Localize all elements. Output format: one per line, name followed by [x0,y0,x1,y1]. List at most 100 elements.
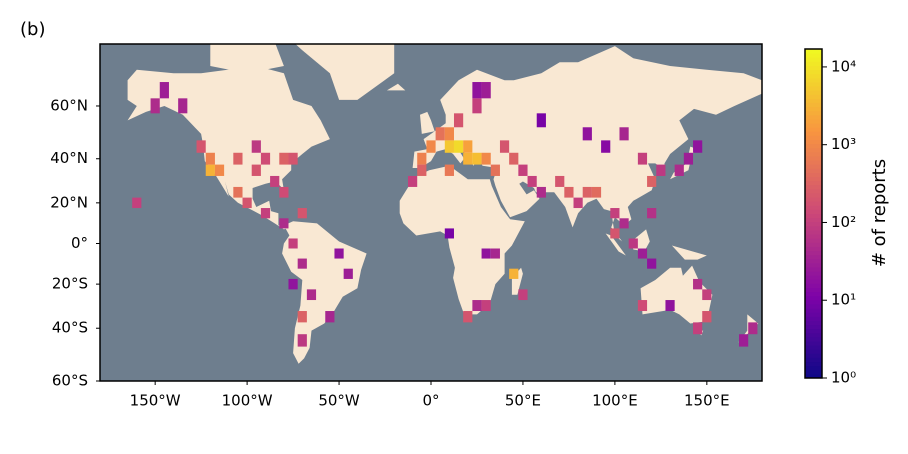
report-cell [205,164,215,176]
report-cell [417,164,427,176]
report-cell [647,208,657,219]
panel-label: (b) [20,19,45,40]
report-cell [178,98,188,114]
colorbar-step [805,373,822,379]
colorbar-step [805,90,822,95]
report-cell [481,248,491,259]
report-cell [647,175,657,187]
report-cell [214,164,225,176]
report-cell [536,113,546,128]
colorbar-step [805,340,822,346]
report-cell [251,164,261,176]
report-cell [260,208,271,219]
report-cell [444,140,454,153]
colorbar-step [805,365,822,371]
colorbar-step [805,254,822,260]
colorbar-step [805,303,822,309]
colorbar-step [805,312,822,317]
report-cell [325,311,335,323]
report-cell [472,300,482,312]
report-cell [279,218,289,229]
report-cell [637,300,648,312]
colorbar-step [805,102,822,108]
report-cell [536,186,546,198]
report-cell [647,258,657,269]
report-cell [499,140,510,153]
colorbar-step [805,172,822,177]
colorbar-step [805,357,822,363]
colorbar-step [805,94,822,99]
report-cell [674,164,684,176]
colorbar-step [805,98,822,103]
report-cell [582,186,592,198]
colorbar-tick-label: 10² [831,213,856,231]
report-cell [270,175,280,187]
report-cell [509,268,519,279]
report-cell [739,334,749,347]
report-cell [490,164,500,176]
report-cell [656,164,666,176]
report-cell [444,127,454,141]
report-cell [490,248,500,259]
report-cell [472,82,482,99]
report-cell [159,82,169,99]
colorbar-step [805,353,822,358]
colorbar-step [805,168,822,173]
report-cell [233,152,243,165]
colorbar-step [805,49,822,54]
report-cell [306,289,317,301]
report-cell [481,152,491,165]
colorbar-step [805,73,822,79]
colorbar-step [805,279,822,284]
colorbar-step [805,258,822,264]
report-cell [463,140,473,153]
report-cell [665,300,675,312]
report-cell [472,98,482,114]
x-tick-label: 100°E [592,392,638,410]
colorbar-step [805,299,822,305]
colorbar-step [805,332,822,338]
colorbar-step [805,69,822,75]
colorbar-step [805,143,822,149]
colorbar-step [805,192,822,198]
report-cell [453,140,464,153]
report-cell [564,186,574,198]
report-cell [619,127,629,141]
colorbar-step [805,110,822,116]
report-cell [481,82,491,99]
y-tick-label: 40°S [52,319,88,337]
report-cell [481,300,491,312]
report-cell [132,197,142,209]
colorbar-step [805,316,822,321]
landmass [605,233,626,256]
colorbar-step [805,155,822,161]
colorbar-step [805,345,822,350]
colorbar-step [805,57,822,62]
colorbar-step [805,77,822,83]
colorbar-step [805,283,822,289]
report-cell [288,152,298,165]
colorbar-step [805,139,822,145]
report-cell [702,289,712,301]
y-tick-label: 20°S [52,275,88,293]
colorbar-step [805,246,822,252]
report-cell [279,152,289,165]
colorbar-step [805,184,822,190]
report-cell [453,113,464,128]
colorbar-step [805,238,822,243]
colorbar-step [805,205,822,210]
colorbar-tick-label: 10³ [831,135,856,153]
report-cell [297,311,307,323]
report-cell [297,334,307,347]
colorbar-step [805,225,822,231]
colorbar-tick-label: 10⁰ [831,369,856,387]
report-cell [150,98,160,114]
report-cell [628,238,638,249]
colorbar-step [805,234,822,239]
colorbar-step [805,135,822,140]
colorbar-step [805,361,822,367]
colorbar-step [805,291,822,297]
colorbar-step [805,308,822,313]
report-cell [297,208,307,219]
y-tick-label: 0° [71,234,88,252]
